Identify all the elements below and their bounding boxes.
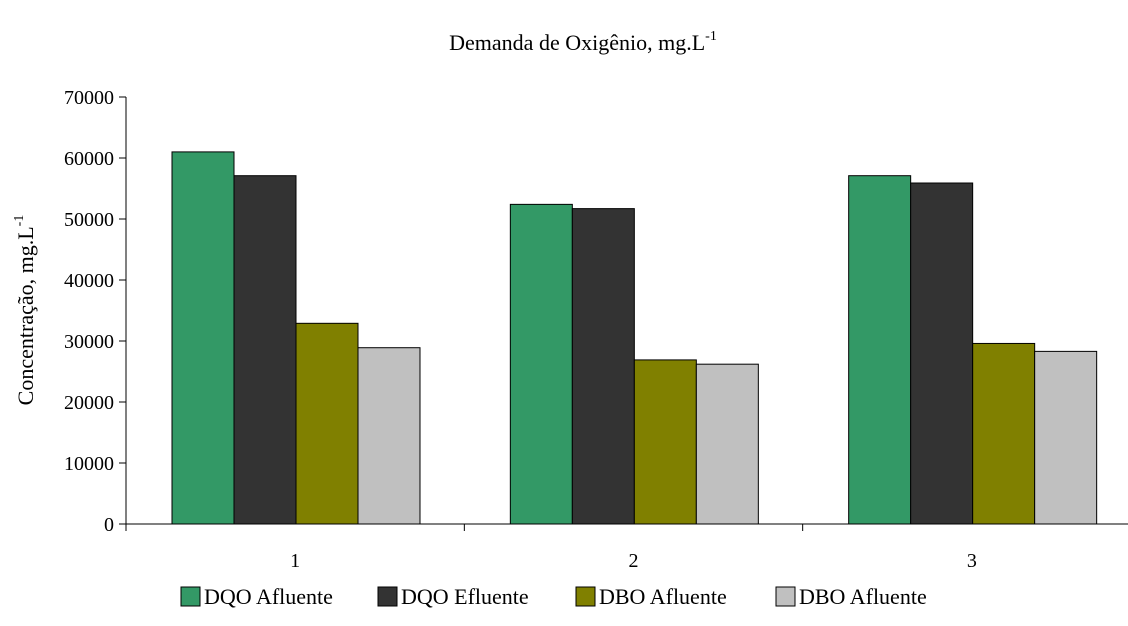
bar (633, 359, 697, 525)
bar (571, 208, 635, 525)
y-axis-label: Concentração, mg.L-1 (12, 215, 38, 406)
legend-swatch (377, 586, 398, 607)
bar (910, 182, 974, 525)
legend: DQO Afluente DQO Efluente DBO Afluente DBO … (180, 584, 927, 609)
plot-area (125, 97, 1128, 525)
y-axis-label-superscript: -1 (12, 215, 27, 227)
chart-title-text: Demanda de Oxigênio, mg.L (449, 30, 705, 55)
bar (357, 347, 421, 525)
bar (1034, 350, 1098, 525)
legend-swatch (775, 586, 796, 607)
legend-swatch (575, 586, 596, 607)
y-axis-label-text: Concentração, mg.L (13, 226, 38, 405)
y-axis-ticks: 0 10000 20000 30000 40000 50000 60000 70000 (64, 87, 126, 536)
legend-label: DQO Efluente (401, 584, 529, 609)
bar (233, 175, 297, 525)
legend-swatch (180, 586, 201, 607)
x-axis-ticks: 1 2 3 (125, 524, 977, 572)
chart-title-superscript: -1 (705, 29, 717, 44)
legend-label: DQO Afluente (204, 584, 333, 609)
y-tick-label: 10000 (64, 453, 114, 475)
y-tick-label: 30000 (64, 331, 114, 353)
bar (295, 322, 359, 525)
chart-title: Demanda de Oxigênio, mg.L-1 (449, 29, 717, 55)
bar (509, 203, 573, 525)
y-tick-label: 70000 (64, 87, 114, 109)
bar (972, 342, 1036, 525)
y-tick-label: 0 (104, 514, 114, 536)
bar (848, 175, 912, 525)
y-tick-label: 40000 (64, 270, 114, 292)
x-tick-label: 1 (290, 550, 300, 572)
y-tick-label: 60000 (64, 148, 114, 170)
legend-label: DBO Afluente (799, 584, 927, 609)
y-tick-label: 20000 (64, 392, 114, 414)
bar (171, 151, 235, 525)
x-tick-label: 3 (967, 550, 977, 572)
x-tick-label: 2 (629, 550, 639, 572)
bar (695, 363, 759, 525)
legend-label: DBO Afluente (599, 584, 727, 609)
y-tick-label: 50000 (64, 209, 114, 231)
